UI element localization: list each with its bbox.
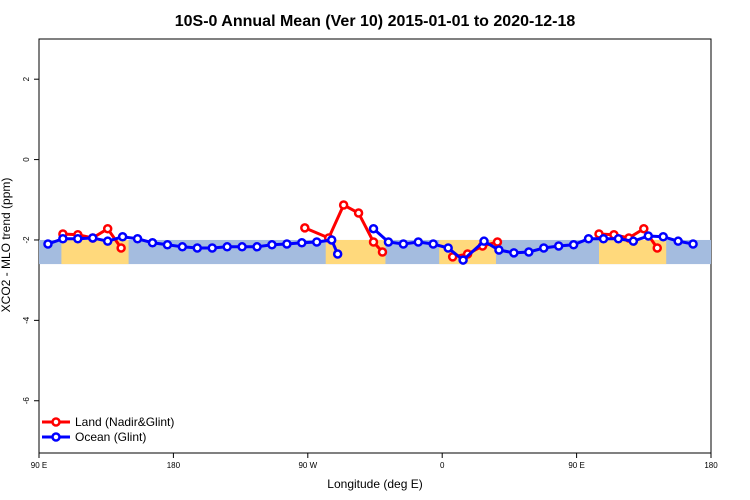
legend-label: Land (Nadir&Glint) [75,415,174,429]
data-point [628,236,639,246]
data-point [368,223,379,234]
y-tick-label: 0 [22,157,31,162]
data-point [494,245,504,255]
data-point [383,237,394,247]
y-tick-label: -2 [22,236,31,244]
y-tick-label: -6 [22,397,31,405]
data-point [458,255,468,265]
legend-marker [51,432,61,442]
data-point [207,243,217,253]
x-tick-label: 180 [704,461,718,470]
series [43,200,698,265]
data-point [43,239,53,249]
data-point [524,247,534,257]
data-point [643,231,654,241]
data-point [58,234,68,244]
data-point [222,242,232,252]
data-point [102,223,113,234]
y-axis-label: XCO2 - MLO trend (ppm) [0,178,13,313]
data-point [688,239,698,249]
data-point [413,237,424,247]
legend: Land (Nadir&Glint)Ocean (Glint) [42,415,174,444]
legend-marker [51,417,61,427]
data-point [553,241,564,251]
chart-title: 10S-0 Annual Mean (Ver 10) 2015-01-01 to… [175,13,576,30]
data-point [613,234,624,244]
data-point [509,248,519,258]
data-point [117,232,128,242]
data-point [428,239,438,249]
data-point [598,234,609,244]
data-point [297,238,307,248]
data-point [568,240,579,250]
x-tick-label: 0 [440,461,445,470]
data-point [377,247,388,257]
x-axis-label: Longitude (deg E) [327,477,422,491]
data-point [88,233,98,243]
data-point [267,240,277,250]
data-point [102,236,113,246]
data-point [237,242,247,252]
data-point [326,235,337,245]
series-line [372,227,694,263]
x-tick-label: 90 E [31,461,47,470]
data-point [192,243,203,253]
legend-label: Ocean (Glint) [75,430,146,444]
x-tick-label: 90 W [298,461,317,470]
data-point [300,223,310,233]
data-point [538,243,549,253]
data-point [132,234,143,244]
data-point [147,238,158,248]
data-point [658,232,668,242]
axes: 90 E 180 90 W 0 90 E 180 2 0 -2 -4 -6 [22,76,718,470]
data-point [492,237,503,247]
y-tick-label: -4 [22,316,31,324]
data-point [368,237,379,247]
data-point [162,240,173,250]
series-ocean [43,223,698,265]
data-point [583,234,594,244]
data-point [652,243,662,253]
data-point [479,236,489,246]
data-point [338,200,349,210]
data-point [73,234,83,244]
data-point [639,223,649,234]
data-point [312,237,322,247]
data-point [282,239,292,249]
data-point [673,236,683,246]
data-point [116,243,126,253]
x-tick-label: 90 E [568,461,584,470]
data-point [252,242,262,252]
x-tick-label: 180 [167,461,181,470]
data-point [177,242,188,252]
y-tick-label: 2 [22,76,31,81]
data-point [353,208,364,218]
data-point [398,239,409,249]
data-point [443,243,453,253]
data-point [332,249,343,259]
